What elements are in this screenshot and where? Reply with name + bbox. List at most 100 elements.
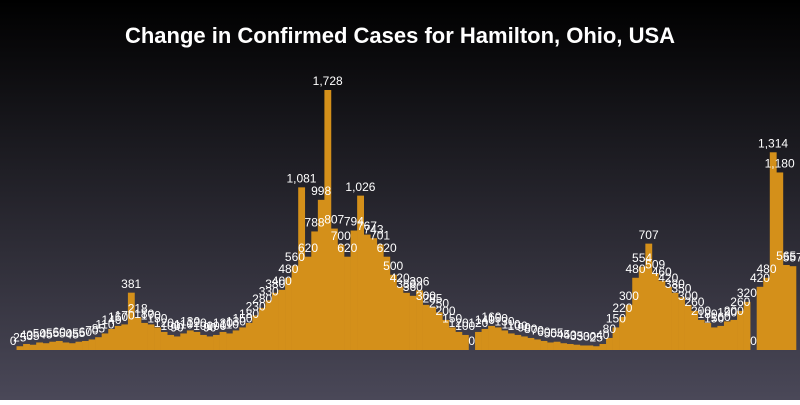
bar: [317, 199, 325, 350]
data-label: 707: [639, 228, 659, 242]
bar: [435, 312, 443, 350]
bar: [625, 304, 633, 350]
bar: [691, 310, 699, 350]
bar: [298, 187, 306, 350]
data-label: 140: [475, 313, 495, 327]
data-label: 180: [239, 307, 259, 321]
data-label: 420: [658, 271, 678, 285]
bar: [461, 334, 469, 350]
bar: [638, 266, 646, 350]
bar: [763, 277, 771, 350]
data-label: 130: [180, 315, 200, 329]
bar: [671, 292, 679, 350]
data-label: 560: [285, 250, 305, 264]
bar: [357, 195, 364, 350]
bar: [68, 343, 76, 350]
bar: [396, 286, 404, 350]
data-label: 55: [46, 326, 60, 340]
data-label: 396: [409, 275, 429, 289]
bar: [127, 292, 135, 350]
bar: [448, 327, 456, 350]
data-label: 80: [603, 322, 617, 336]
data-label: 350: [671, 282, 691, 296]
data-label: 200: [724, 304, 744, 318]
bar: [363, 234, 371, 350]
bar: [272, 292, 279, 350]
bar: [665, 286, 672, 350]
data-label: 250: [429, 297, 449, 311]
bar: [494, 327, 502, 350]
bar: [108, 328, 116, 350]
data-label: 788: [305, 216, 325, 230]
bar: [520, 336, 528, 350]
data-label: 767: [357, 219, 377, 233]
data-label: 480: [278, 262, 298, 276]
bar: [29, 344, 37, 350]
data-label: 100: [508, 319, 528, 333]
data-label: 380: [265, 277, 285, 291]
data-label: 1,180: [765, 157, 795, 171]
data-label: 400: [272, 274, 292, 288]
bar: [344, 256, 351, 350]
data-label: 100: [206, 319, 226, 333]
bar: [527, 337, 535, 350]
bar: [409, 295, 417, 350]
bar: [291, 265, 299, 350]
data-label: 35: [570, 329, 584, 343]
bar: [193, 331, 201, 350]
bar: [488, 325, 495, 350]
data-label: 509: [645, 258, 665, 272]
bar: [658, 280, 666, 350]
bar: [416, 290, 423, 350]
data-label: 45: [39, 327, 53, 341]
bar: [737, 310, 744, 350]
data-label: 55: [72, 326, 86, 340]
bar: [389, 274, 397, 350]
data-label: 130: [226, 315, 246, 329]
data-label: 620: [298, 241, 318, 255]
bar: [285, 277, 292, 350]
data-label: 25: [590, 330, 604, 344]
bar: [370, 238, 378, 350]
data-label: 30: [583, 330, 597, 344]
bar: [540, 340, 548, 350]
data-label: 620: [377, 241, 397, 255]
data-label: 807: [324, 213, 344, 227]
data-label: 120: [468, 316, 488, 330]
data-label: 110: [95, 318, 114, 332]
data-label: 120: [187, 316, 207, 330]
bar: [383, 256, 391, 350]
bar: [82, 340, 89, 350]
data-label: 743: [364, 222, 384, 236]
data-label: 90: [170, 321, 184, 335]
bar: [534, 339, 541, 350]
data-label: 320: [737, 286, 757, 300]
data-label: 480: [626, 262, 646, 276]
bar: [789, 266, 797, 350]
bar: [265, 300, 273, 350]
data-label: 380: [396, 277, 416, 291]
data-label: 110: [174, 318, 193, 332]
bar: [560, 343, 568, 350]
bar: [101, 333, 109, 350]
bar: [481, 328, 489, 350]
data-label: 300: [678, 289, 698, 303]
data-label: 218: [128, 301, 148, 315]
data-label: 80: [524, 322, 538, 336]
bar: [160, 331, 168, 350]
data-label: 130: [495, 315, 515, 329]
bar: [42, 343, 50, 350]
data-label: 150: [442, 312, 462, 326]
bar: [501, 330, 509, 350]
bar: [612, 327, 620, 350]
bar: [566, 343, 574, 350]
bar: [167, 334, 175, 350]
data-label: 60: [52, 325, 66, 339]
data-label: 70: [85, 324, 99, 338]
data-label: 0: [10, 334, 17, 348]
bar: [75, 341, 83, 350]
bar: [599, 343, 607, 350]
data-label: 150: [704, 312, 724, 326]
data-label: 0: [468, 334, 475, 348]
